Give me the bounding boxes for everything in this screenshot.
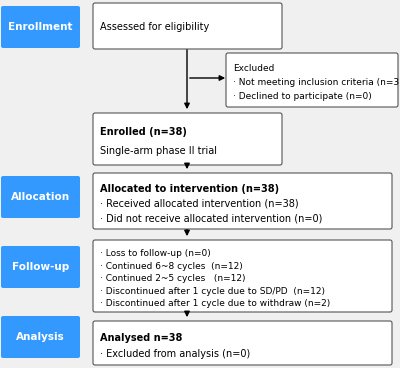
Text: · Received allocated intervention (n=38): · Received allocated intervention (n=38) [100, 199, 299, 209]
Text: · Not meeting inclusion criteria (n=3): · Not meeting inclusion criteria (n=3) [233, 78, 400, 87]
Text: Assessed for eligibility: Assessed for eligibility [100, 22, 209, 32]
FancyBboxPatch shape [1, 6, 80, 48]
Text: · Did not receive allocated intervention (n=0): · Did not receive allocated intervention… [100, 214, 322, 224]
FancyBboxPatch shape [93, 3, 282, 49]
Text: Enrollment: Enrollment [8, 22, 73, 32]
Text: Single-arm phase II trial: Single-arm phase II trial [100, 146, 217, 156]
FancyBboxPatch shape [1, 246, 80, 288]
FancyBboxPatch shape [93, 173, 392, 229]
Text: Excluded: Excluded [233, 64, 274, 72]
Text: Allocation: Allocation [11, 192, 70, 202]
Text: · Continued 6~8 cycles  (n=12): · Continued 6~8 cycles (n=12) [100, 262, 243, 271]
Text: · Declined to participate (n=0): · Declined to participate (n=0) [233, 92, 372, 101]
Text: · Continued 2~5 cycles   (n=12): · Continued 2~5 cycles (n=12) [100, 274, 246, 283]
Text: · Discontinued after 1 cycle due to withdraw (n=2): · Discontinued after 1 cycle due to with… [100, 299, 330, 308]
FancyBboxPatch shape [93, 113, 282, 165]
Text: Analysis: Analysis [16, 332, 65, 342]
Text: Enrolled (n=38): Enrolled (n=38) [100, 127, 187, 137]
FancyBboxPatch shape [1, 176, 80, 218]
Text: Allocated to intervention (n=38): Allocated to intervention (n=38) [100, 184, 279, 194]
Text: · Excluded from analysis (n=0): · Excluded from analysis (n=0) [100, 348, 250, 358]
FancyBboxPatch shape [1, 316, 80, 358]
FancyBboxPatch shape [93, 321, 392, 365]
Text: Analysed n=38: Analysed n=38 [100, 333, 182, 343]
Text: · Loss to follow-up (n=0): · Loss to follow-up (n=0) [100, 250, 211, 258]
FancyBboxPatch shape [93, 240, 392, 312]
Text: Follow-up: Follow-up [12, 262, 69, 272]
FancyBboxPatch shape [226, 53, 398, 107]
Text: · Discontinued after 1 cycle due to SD/PD  (n=12): · Discontinued after 1 cycle due to SD/P… [100, 287, 325, 296]
